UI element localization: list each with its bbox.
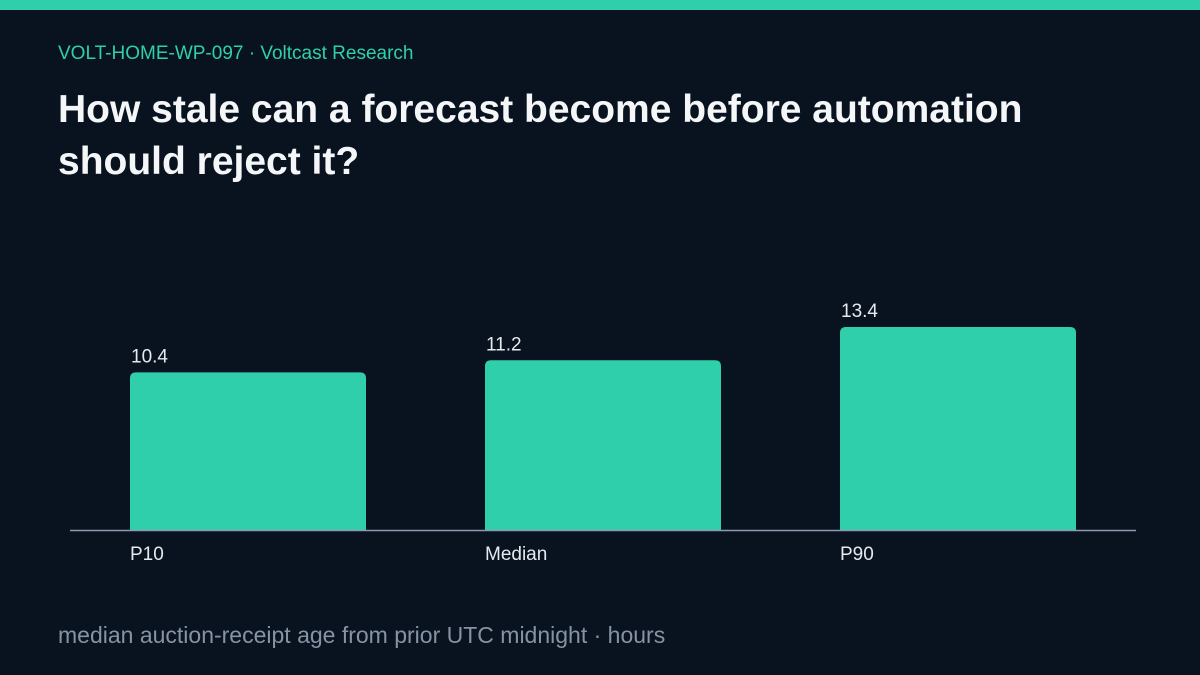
- bar-value-label: 13.4: [841, 301, 878, 322]
- bar: [840, 326, 1076, 530]
- bar: [130, 372, 366, 530]
- chart-footnote: median auction-receipt age from prior UT…: [58, 622, 666, 648]
- x-tick-label: Median: [485, 544, 547, 565]
- bar: [485, 360, 721, 530]
- accent-top-bar: [0, 0, 1200, 10]
- x-tick-label: P90: [840, 544, 874, 565]
- bar-value-label: 10.4: [131, 346, 168, 367]
- x-tick-label: P10: [130, 544, 164, 565]
- chart-title: How stale can a forecast become before a…: [58, 88, 1023, 183]
- bar-value-label: 11.2: [486, 334, 522, 355]
- report-kicker: VOLT-HOME-WP-097 · Voltcast Research: [58, 43, 414, 64]
